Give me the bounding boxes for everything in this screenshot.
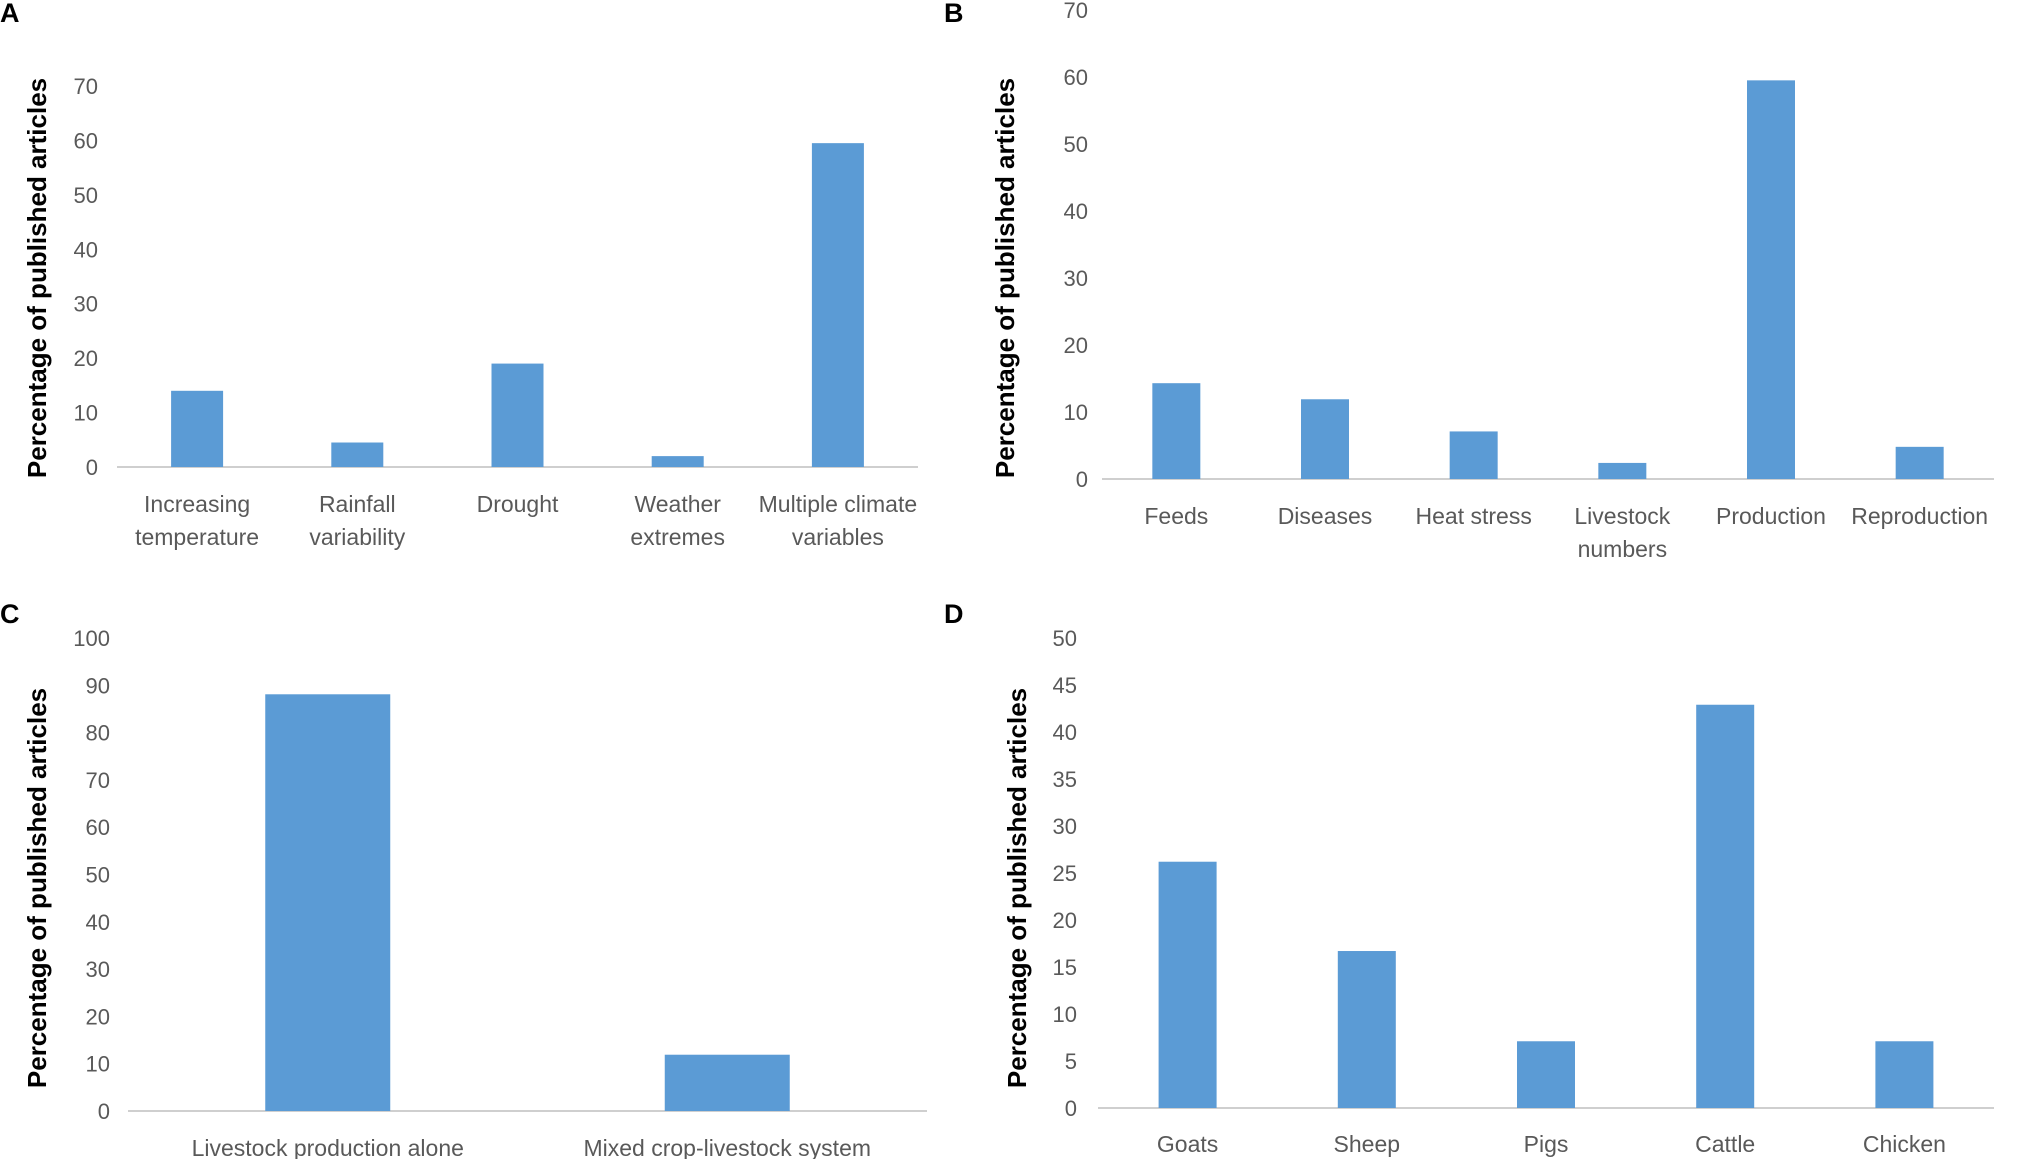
panel-d-y-tick-label: 50 [1053,626,1077,651]
panel-a-bar [491,363,544,467]
panel-a-bar [331,442,384,467]
panel-a-bar [651,456,704,467]
panel-a-bar [811,143,864,467]
panel-c-y-axis-label: Percentage of published articles [22,688,52,1088]
panel-d-category-label: Pigs [1524,1131,1569,1157]
panel-c-category-label: Livestock production alone [192,1135,464,1159]
panel-a-y-tick-label: 10 [74,401,98,426]
panel-d-bar [1696,704,1755,1108]
panel-a-category-label: Drought [477,491,559,517]
panel-d-y-tick-label: 5 [1065,1049,1077,1074]
panel-c-y-tick-label: 20 [86,1004,110,1029]
panel-b-letter: B [944,0,964,28]
panel-b-y-tick-label: 20 [1064,333,1088,358]
panel-a-category-label: Multiple climate variables [759,491,918,550]
panel-b-category-label: Livestock numbers [1574,503,1670,562]
panel-d-bar [1875,1041,1934,1108]
panel-d-category-label: Cattle [1695,1131,1755,1157]
panel-d-y-tick-label: 20 [1053,908,1077,933]
panel-b-y-tick-label: 40 [1064,199,1088,224]
panel-d-y-tick-label: 10 [1053,1002,1077,1027]
panel-c-y-tick-label: 30 [86,957,110,982]
panel-d-y-axis-label: Percentage of published articles [1002,688,1032,1088]
panel-d-bar [1517,1041,1575,1108]
panel-a-y-tick-label: 40 [74,237,98,262]
panel-a-y-tick-label: 60 [74,128,98,153]
panel-b-bar [1895,446,1944,479]
panel-c-y-tick-label: 50 [86,863,110,888]
panel-b-bar [1449,431,1498,479]
panel-d-y-tick-label: 30 [1053,814,1077,839]
panel-b-bar [1598,462,1647,479]
panel-d-y-tick-label: 35 [1053,767,1077,792]
panel-b-category-label: Production [1716,503,1826,529]
panel-d-y-tick-label: 0 [1065,1096,1077,1121]
panel-b-category-label: Diseases [1278,503,1373,529]
panel-d-category-label: Goats [1157,1131,1218,1157]
panel-a-y-axis-label: Percentage of published articles [22,78,52,478]
panel-c-category-label: Mixed crop-livestock system [583,1135,871,1159]
panel-c-y-tick-label: 80 [86,721,110,746]
panel-c-y-tick-label: 10 [86,1052,110,1077]
panel-b-y-tick-label: 10 [1064,400,1088,425]
panel-b-category-label: Heat stress [1416,503,1532,529]
panel-c-y-tick-label: 100 [73,626,110,651]
panel-d-y-tick-label: 45 [1053,673,1077,698]
panel-d-letter: D [944,599,964,629]
panel-a-y-tick-label: 30 [74,292,98,317]
panel-d-bar [1337,951,1396,1108]
panel-d-category-label: Chicken [1863,1131,1946,1157]
panel-a-y-tick-label: 50 [74,183,98,208]
panel-d-bar [1158,861,1217,1108]
panel-a-category-label: Weather extremes [630,491,725,550]
panel-a-letter: A [0,0,20,28]
panel-a-category-label: Rainfall variability [309,491,405,550]
panel-d-category-label: Sheep [1334,1131,1401,1157]
panel-b-y-axis-label: Percentage of published articles [990,78,1020,478]
panel-c-y-tick-label: 0 [98,1099,110,1124]
panel-c-y-tick-label: 60 [86,815,110,840]
panel-b-category-label: Reproduction [1851,503,1988,529]
panel-a-y-tick-label: 20 [74,346,98,371]
panel-c-y-tick-label: 90 [86,673,110,698]
panel-b-y-tick-label: 60 [1064,65,1088,90]
panel-b-y-tick-label: 30 [1064,266,1088,291]
panel-c-bar [664,1054,790,1111]
panel-b-y-tick-label: 0 [1076,467,1088,492]
panel-c-letter: C [0,599,20,629]
panel-b-bar [1301,399,1349,479]
panel-b-bar [1152,383,1201,479]
panel-c-bar [265,694,391,1111]
panel-d-y-tick-label: 40 [1053,720,1077,745]
panel-c-y-tick-label: 70 [86,768,110,793]
panel-d-y-tick-label: 15 [1053,955,1077,980]
panel-a-category-label: Increasing temperature [135,491,259,550]
panel-b-y-tick-label: 70 [1064,0,1088,23]
panel-a-y-tick-label: 0 [86,455,98,480]
panel-b-category-label: Feeds [1144,503,1208,529]
panel-a-y-tick-label: 70 [74,74,98,99]
panel-b-bar [1747,80,1795,479]
panel-b-y-tick-label: 50 [1064,132,1088,157]
panel-d-y-tick-label: 25 [1053,861,1077,886]
panel-a-bar [171,390,224,467]
panel-c-y-tick-label: 40 [86,910,110,935]
